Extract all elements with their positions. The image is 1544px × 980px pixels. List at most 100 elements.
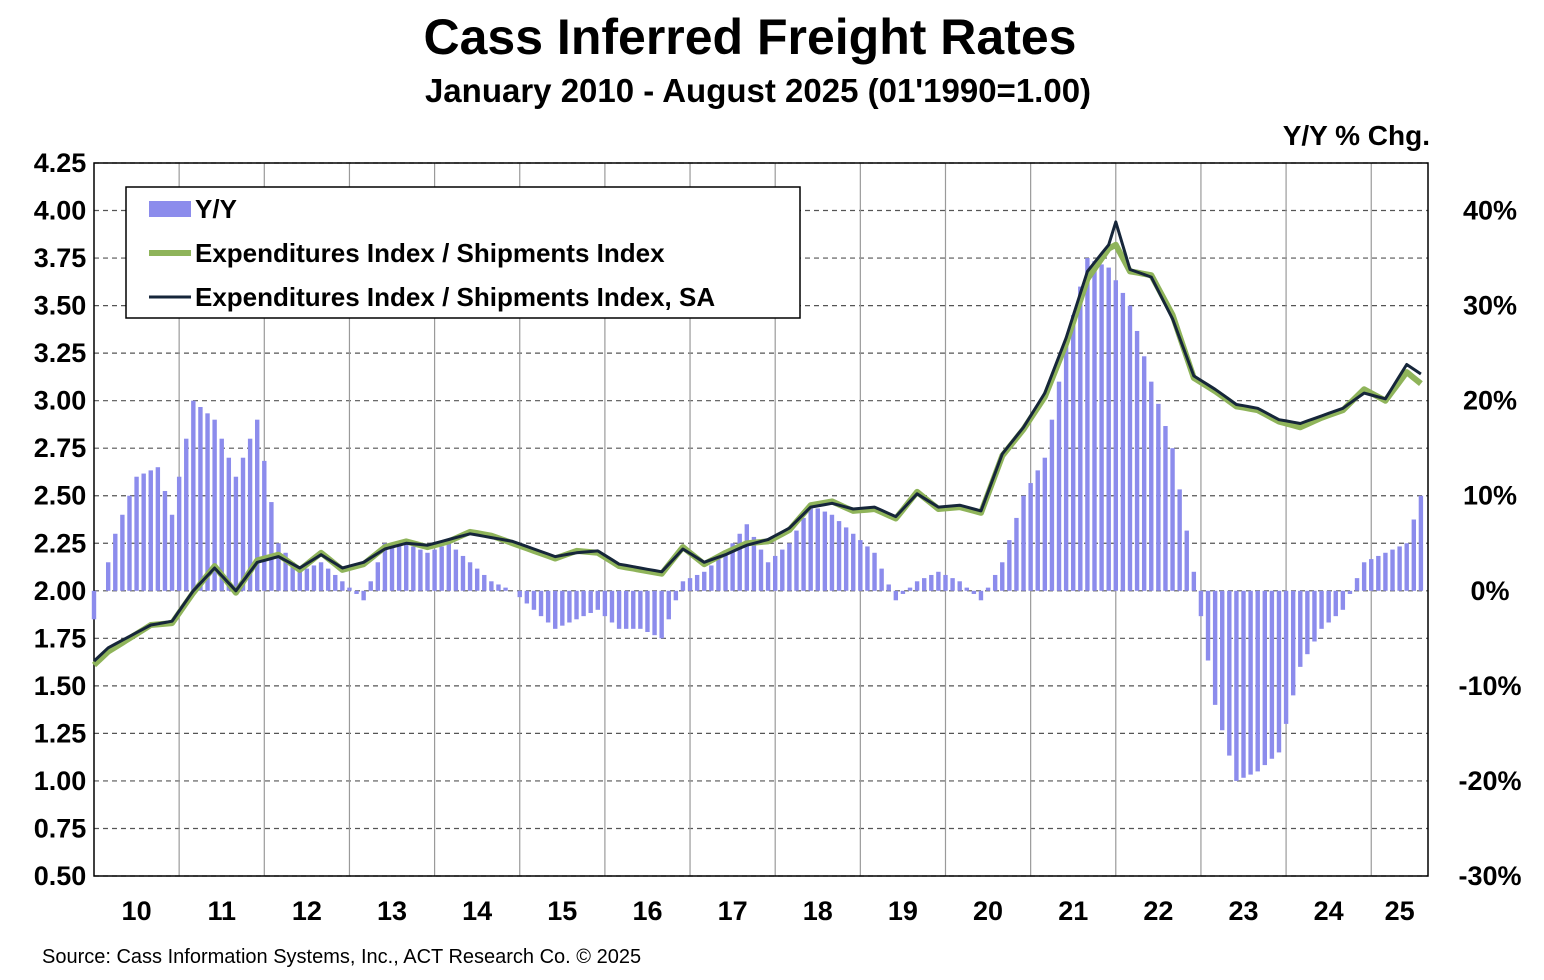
yy-bar [1092,261,1097,591]
yy-bar [907,587,913,591]
yy-bar [1290,590,1296,696]
yy-bar [1014,517,1019,591]
yy-bar [297,571,302,591]
yy-bar [751,536,757,591]
yy-bar [389,543,395,591]
yy-bar [1354,578,1360,591]
yy-bar [1383,552,1388,591]
y-left-tick-label: 4.00 [34,196,87,226]
yy-bar [1276,590,1282,753]
yy-bar [255,419,260,591]
yy-bar [1049,419,1055,591]
yy-bar [1283,590,1289,724]
yy-bar [1255,590,1260,772]
yy-bar [1106,267,1111,591]
yy-bar [418,549,423,591]
legend-label: Expenditures Index / Shipments Index, SA [195,282,715,312]
yy-bar [978,590,984,601]
yy-bar [176,476,182,591]
yy-bar [1404,543,1409,591]
yy-bar [198,407,203,591]
x-tick-label: 23 [1228,896,1258,926]
yy-bar [184,438,189,591]
yy-bar [1248,590,1253,775]
yy-bar [1319,590,1324,629]
yy-bar [829,514,835,591]
yy-bar [1007,540,1012,591]
yy-bar [595,590,600,610]
yy-bar [1376,555,1381,591]
yy-bar [240,457,246,591]
yy-bar [638,590,643,629]
yy-bar [886,584,891,591]
yy-bar [333,574,338,591]
yy-bar [382,543,388,591]
yy-bar [1035,470,1040,591]
yy-bar [446,543,451,591]
yy-bar [744,524,750,591]
yy-bar [439,546,444,591]
yy-bar [304,568,310,591]
yy-bar [1113,280,1118,591]
yy-bar [1163,426,1168,591]
yy-bar [1191,571,1197,591]
yy-bar [524,590,530,604]
yy-bar [155,467,161,591]
yy-bar [787,543,792,591]
yy-bar [1042,457,1048,591]
yy-bar [226,457,232,591]
legend-label: Y/Y [195,194,237,224]
yy-bar [666,590,671,620]
yy-bar [105,562,111,591]
yy-bar [602,590,608,617]
x-tick-label: 24 [1314,896,1344,926]
yy-bar [1411,519,1417,591]
yy-bar [1184,530,1189,591]
yy-bar [709,565,714,591]
yy-bar [716,559,721,591]
yy-bar [780,549,785,591]
y-right-tick-label: -20% [1458,766,1521,796]
yy-bar [567,590,572,623]
y-left-tick-label: 1.25 [34,718,87,748]
yy-bar [758,549,764,591]
yy-bar [645,590,650,632]
yy-bar [730,543,735,591]
yy-bar [113,533,118,591]
yy-bar [1262,590,1267,766]
yy-bar [858,540,863,591]
yy-bar [1361,562,1367,591]
yy-bar [545,590,551,623]
yy-bar [205,413,210,591]
y-left-tick-label: 2.50 [34,481,87,511]
y-left-tick-label: 1.75 [34,623,87,653]
yy-bar [992,574,998,591]
yy-bar [1234,590,1239,781]
yy-bar [772,555,778,591]
yy-bar [694,574,700,591]
yy-bar [929,574,934,591]
yy-bar [212,419,217,591]
x-tick-label: 14 [462,896,492,926]
yy-bar [1063,343,1069,591]
x-tick-label: 10 [122,896,152,926]
yy-bar [815,508,820,591]
yy-bar [1021,495,1026,591]
yy-bar [893,590,899,601]
yy-bar [290,562,295,591]
yy-bar [482,574,487,591]
y-right-tick-label: -10% [1458,671,1521,701]
yy-bar [1220,590,1225,731]
yy-bar [652,590,657,636]
legend-swatch-yy [149,201,191,217]
yy-bar [900,590,906,594]
yy-bar [971,590,977,594]
x-tick-label: 18 [803,896,833,926]
yy-bar [865,546,870,591]
yy-bar [191,400,196,591]
yy-bar [1141,356,1147,591]
yy-bar [1028,483,1033,591]
yy-bar [120,514,125,591]
x-tick-label: 17 [718,896,748,926]
yy-bar [269,502,274,591]
